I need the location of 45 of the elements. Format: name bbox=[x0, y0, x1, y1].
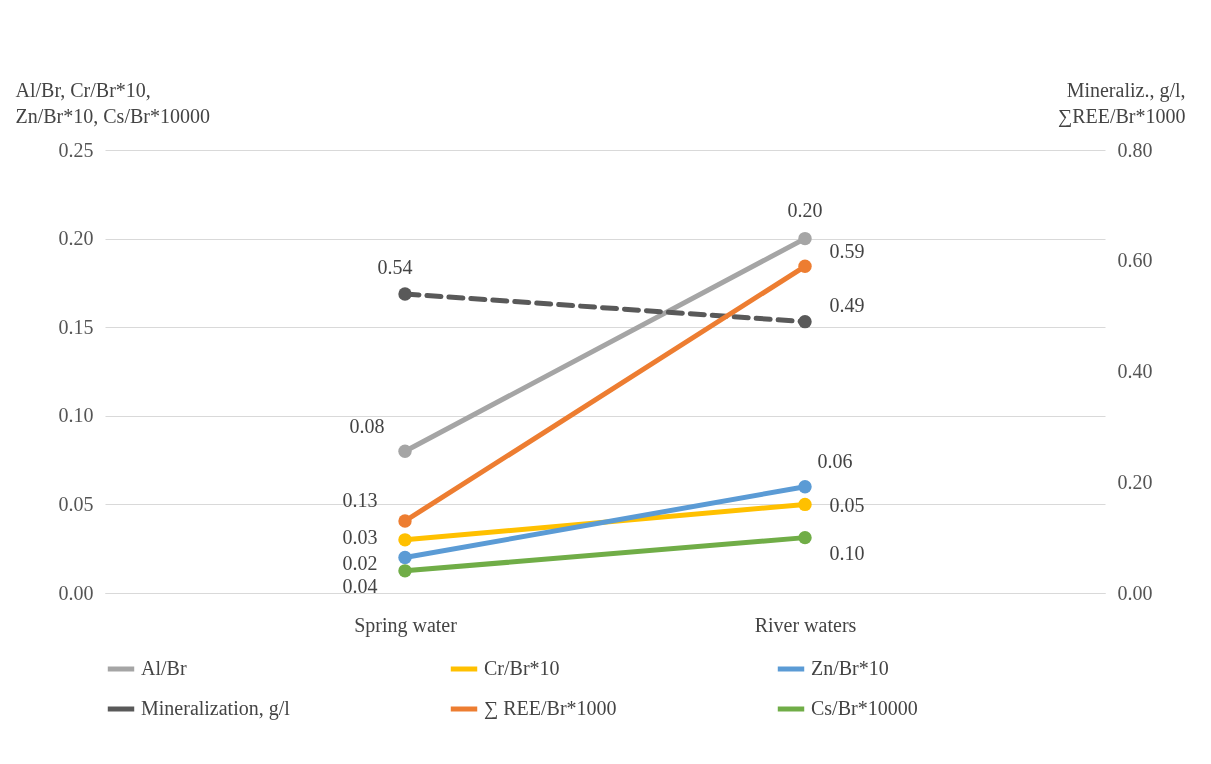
y-tick-label: 0.05 bbox=[58, 492, 94, 515]
data-label: 0.49 bbox=[829, 293, 865, 316]
point bbox=[798, 259, 812, 273]
y2-tick-label: 0.40 bbox=[1117, 360, 1153, 382]
data-label: 0.02 bbox=[342, 551, 378, 574]
y-axis-title: Al/Br, Cr/Br*10, Zn/Br*10, Cs/Br*10000 bbox=[15, 78, 210, 127]
legend-label: Cs/Br*10000 bbox=[811, 697, 918, 719]
legend-label: Mineralization, g/l bbox=[141, 697, 291, 720]
point bbox=[798, 497, 812, 512]
y-tick-label: 0.10 bbox=[58, 404, 94, 427]
legend-label: Cr/Br*10 bbox=[484, 657, 560, 679]
point bbox=[398, 287, 412, 301]
y-tick-label: 0.25 bbox=[58, 138, 94, 161]
y2-axis-title: Mineraliz., g/l, ∑REE/Br*1000 bbox=[1057, 78, 1186, 128]
legend-label: Zn/Br*10 bbox=[811, 657, 889, 679]
point bbox=[798, 314, 812, 329]
y2-tick-label: 0.00 bbox=[1117, 581, 1153, 604]
data-label: 0.08 bbox=[349, 415, 385, 438]
point bbox=[398, 444, 412, 458]
data-label: 0.54 bbox=[377, 255, 413, 278]
point bbox=[798, 530, 812, 545]
y-tick-label: 0.20 bbox=[58, 227, 94, 250]
data-label: 0.06 bbox=[817, 449, 853, 472]
data-label: 0.20 bbox=[787, 198, 823, 221]
y2-tick-label: 0.20 bbox=[1117, 470, 1153, 493]
data-label: 0.05 bbox=[829, 494, 865, 517]
point bbox=[398, 514, 412, 528]
data-label: 0.10 bbox=[829, 541, 865, 564]
legend-label: Al/Br bbox=[141, 657, 187, 679]
y2-tick-label: 0.80 bbox=[1117, 138, 1153, 161]
point bbox=[798, 231, 812, 246]
y2-tick-label: 0.60 bbox=[1117, 249, 1153, 272]
data-label: 0.13 bbox=[342, 489, 378, 512]
point bbox=[398, 533, 412, 547]
data-label: 0.04 bbox=[342, 574, 378, 597]
y-tick-label: 0.00 bbox=[58, 581, 94, 604]
x-tick-label: River waters bbox=[754, 613, 857, 636]
legend-label: ∑ REE/Br*1000 bbox=[484, 697, 617, 720]
data-label: 0.59 bbox=[829, 240, 865, 263]
point bbox=[398, 564, 412, 578]
point bbox=[398, 550, 412, 565]
y-tick-label: 0.15 bbox=[58, 315, 94, 338]
point bbox=[798, 479, 812, 494]
data-label: 0.03 bbox=[342, 525, 378, 548]
x-tick-label: Spring water bbox=[354, 613, 458, 637]
